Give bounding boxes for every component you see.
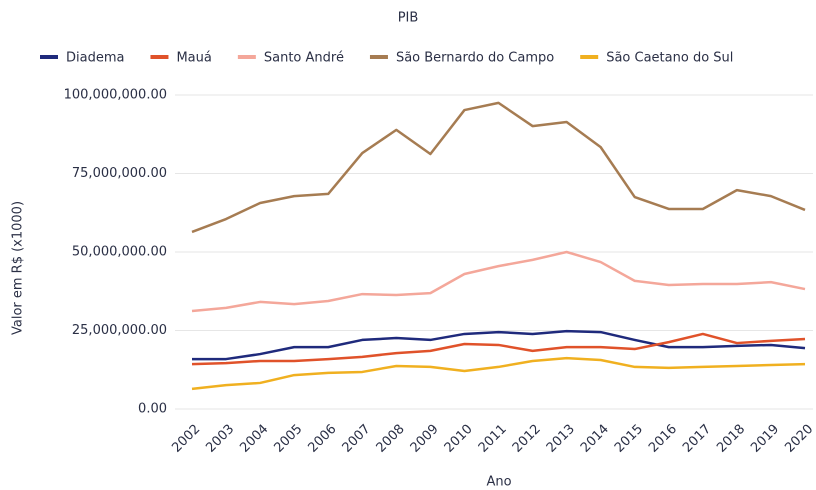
x-tick-label: 2015 <box>612 422 646 456</box>
legend-label: São Bernardo do Campo <box>396 51 554 66</box>
x-tick-label: 2018 <box>714 422 748 456</box>
x-tick-label: 2016 <box>646 422 680 456</box>
x-tick-label: 2005 <box>271 422 305 456</box>
x-tick-label: 2004 <box>237 422 271 456</box>
y-tick-label: 100,000,000.00 <box>64 88 167 103</box>
x-tick-label: 2003 <box>203 422 237 456</box>
legend-label: Diadema <box>66 51 124 66</box>
chart-title: PIB <box>398 11 419 26</box>
x-tick-label: 2006 <box>306 422 340 456</box>
series-line <box>192 329 806 361</box>
x-tick-label: 2020 <box>782 422 816 456</box>
legend-label: Mauá <box>176 51 211 66</box>
x-axis-label: Ano <box>486 475 511 490</box>
y-tick-label: 75,000,000.00 <box>72 166 167 181</box>
x-tick-label: 2011 <box>476 422 510 456</box>
series-line <box>191 356 806 391</box>
legend-label: São Caetano do Sul <box>606 51 733 66</box>
series-line <box>191 250 806 313</box>
y-axis-label: Valor em R$ (x1000) <box>11 201 26 335</box>
x-tick-label: 2012 <box>510 422 544 456</box>
series-line <box>191 332 806 366</box>
x-tick-label: 2013 <box>544 422 578 456</box>
x-tick-label: 2002 <box>169 422 203 456</box>
x-tick-label: 2010 <box>442 422 476 456</box>
x-tick-label: 2019 <box>748 422 782 456</box>
y-tick-label: 50,000,000.00 <box>72 245 167 260</box>
y-tick-label: 0.00 <box>138 402 167 417</box>
x-tick-label: 2009 <box>408 422 442 456</box>
legend-label: Santo André <box>264 51 344 66</box>
x-tick-label: 2017 <box>680 422 714 456</box>
series-line <box>191 101 806 234</box>
x-tick-label: 2008 <box>374 422 408 456</box>
x-tick-label: 2007 <box>340 422 374 456</box>
x-tick-label: 2014 <box>578 422 612 456</box>
y-tick-label: 25,000,000.00 <box>72 323 167 338</box>
